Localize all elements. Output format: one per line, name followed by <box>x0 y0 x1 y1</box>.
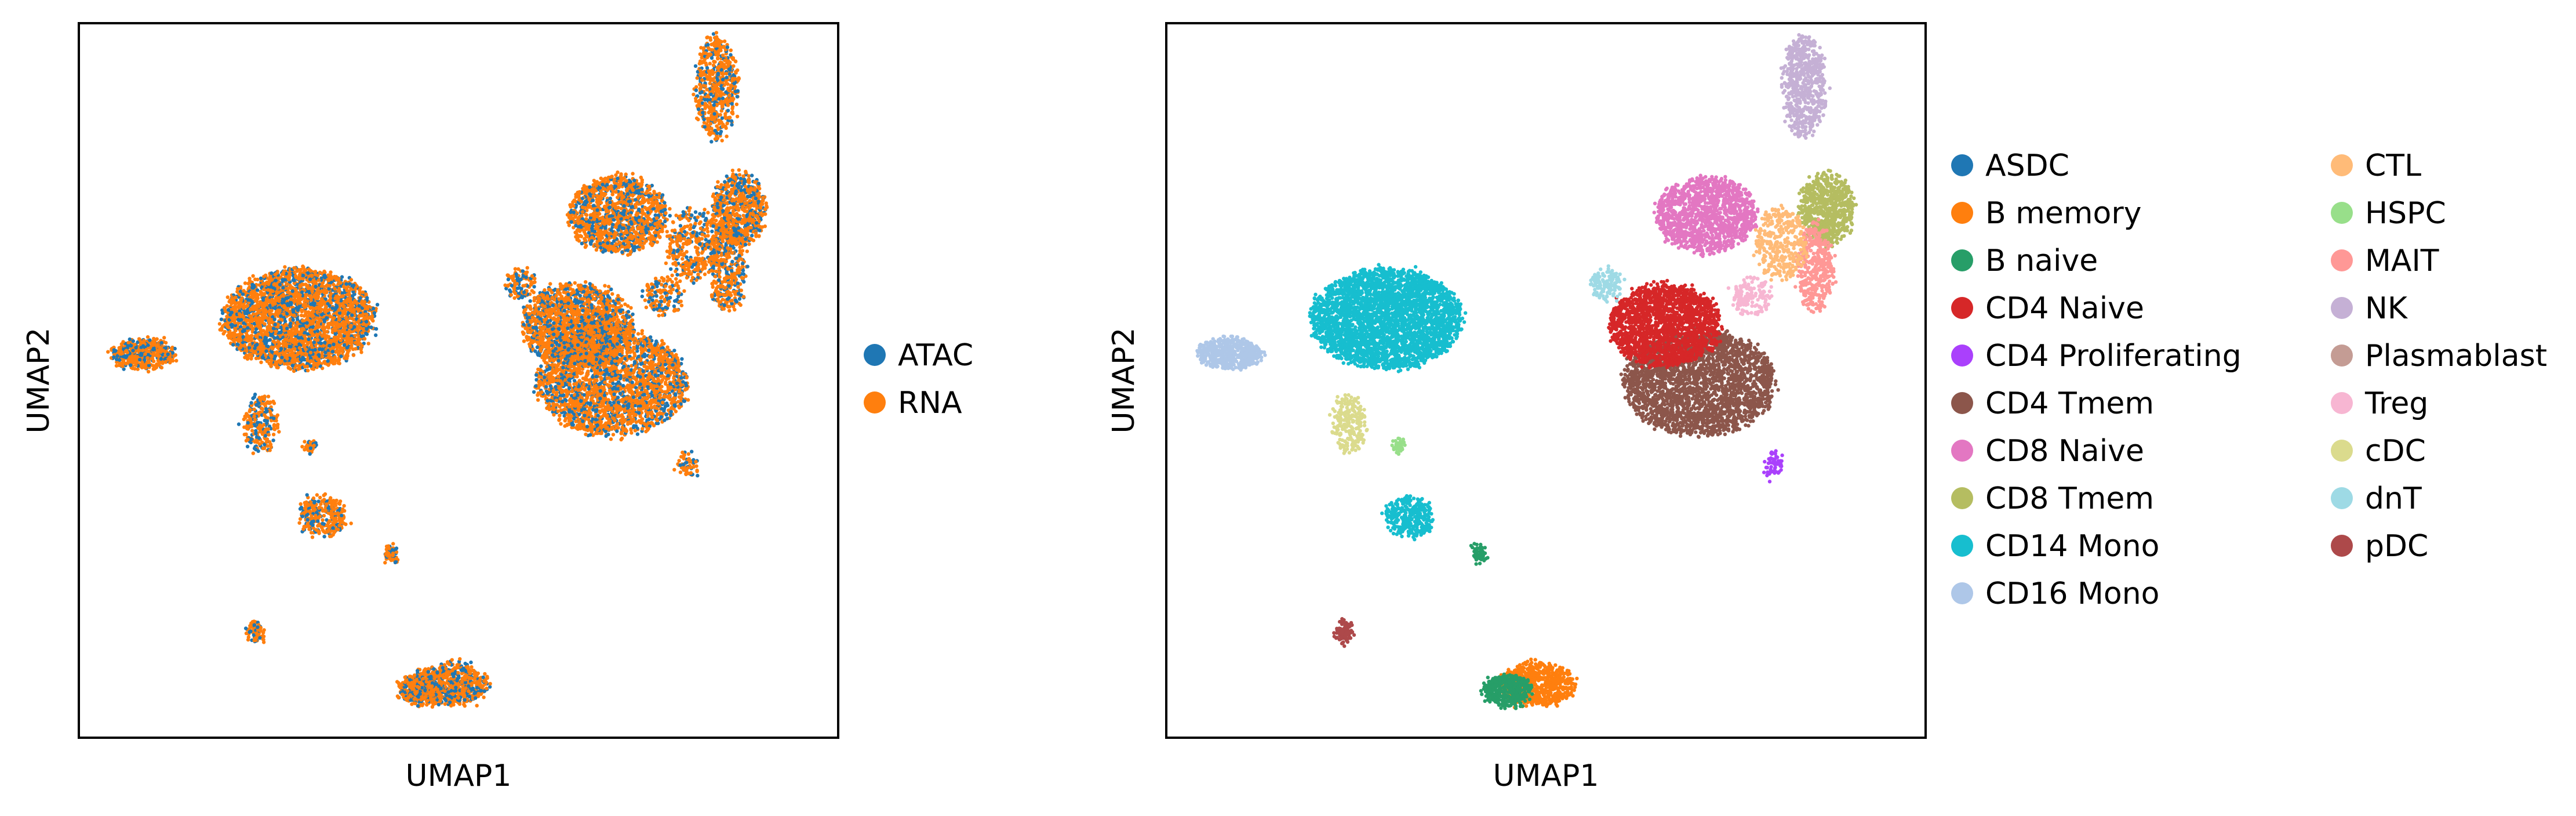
cell-point <box>329 270 332 274</box>
cell-point <box>363 337 366 340</box>
cell-point <box>327 326 330 329</box>
cell-point <box>259 361 263 364</box>
scatter-points-modality <box>106 31 769 709</box>
cell-point <box>283 265 286 269</box>
plot-area-frame <box>79 23 838 738</box>
cell-point <box>374 333 377 337</box>
cell-point <box>254 357 258 360</box>
cell-point <box>256 278 259 281</box>
cell-point <box>268 338 271 342</box>
cell-point <box>226 295 230 299</box>
